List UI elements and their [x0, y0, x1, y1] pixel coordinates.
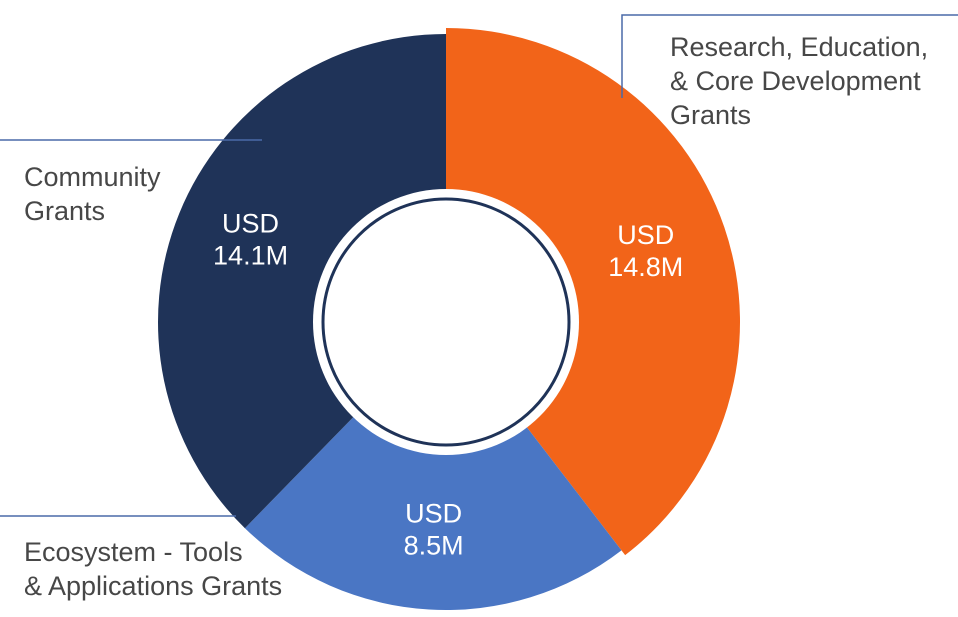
leader-line-research-education-core-development-grants: [621, 14, 958, 98]
category-labels-group: Research, Education, & Core Development Gr…: [24, 32, 928, 601]
value-label-ecosystem-tools-applications-grants: USD 8.5M: [404, 499, 464, 561]
value-label-community-grants: USD 14.1M: [213, 208, 288, 270]
category-label-line: & Core Development: [670, 66, 921, 96]
category-label-research-education-core-development-grants: Research, Education, & Core Development Gr…: [670, 32, 928, 130]
category-label-line: Ecosystem - Tools: [24, 537, 243, 567]
donut-hole-outline: [321, 197, 571, 447]
value-label-research-education-core-development-grants: USD 14.8M: [608, 220, 683, 282]
value-unit: USD: [405, 499, 462, 529]
value-unit: USD: [222, 208, 279, 238]
slice-community-grants: [158, 34, 447, 529]
category-label-line: Community: [24, 162, 161, 192]
value-amount: 14.8M: [608, 252, 683, 282]
value-unit: USD: [617, 220, 674, 250]
slice-ecosystem-tools-applications-grants: [244, 415, 622, 610]
category-label-line: & Applications Grants: [24, 571, 282, 601]
category-label-community-grants: Community Grants: [24, 162, 161, 226]
value-amount: 8.5M: [404, 531, 464, 561]
value-amount: 14.1M: [213, 240, 288, 270]
category-label-line: Grants: [670, 100, 751, 130]
donut-hole: [313, 189, 579, 455]
category-label-line: Research, Education,: [670, 32, 928, 62]
slice-research-education-core-development-grants: [446, 28, 740, 556]
leader-lines-group: [0, 14, 958, 517]
slices-group: [158, 28, 740, 610]
category-label-ecosystem-tools-applications-grants: Ecosystem - Tools & Applications Grants: [24, 537, 282, 601]
category-label-line: Grants: [24, 196, 105, 226]
